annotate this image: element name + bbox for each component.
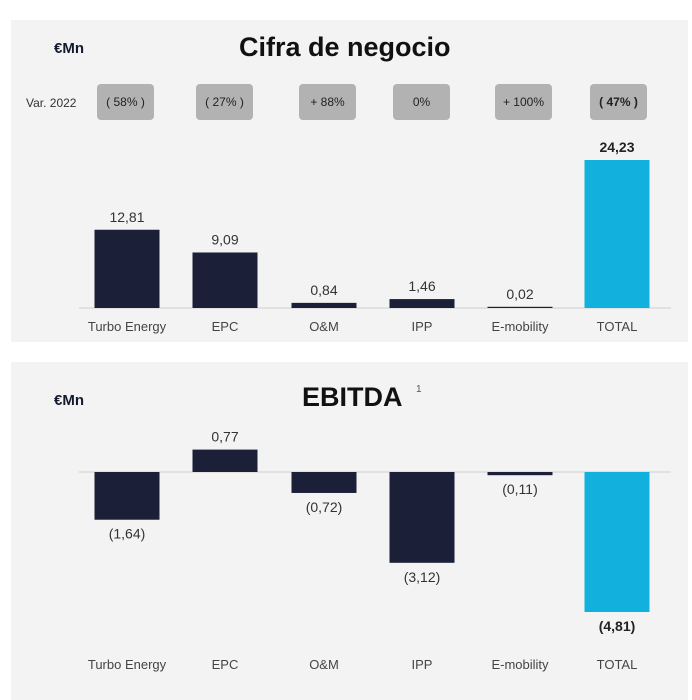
revenue-bar-total bbox=[584, 160, 650, 308]
revenue-bar-chart: 12,81 Turbo Energy 9,09 EPC 0,84 O&M 1,46 IPP 0,… bbox=[79, 139, 671, 334]
ebitda-category-label-epc: EPC bbox=[212, 657, 239, 672]
revenue-value-label-turbo-energy: 12,81 bbox=[109, 209, 144, 225]
ebitda-value-label-turbo-energy: (1,64) bbox=[109, 526, 146, 542]
revenue-value-label-e-mobility: 0,02 bbox=[506, 286, 533, 302]
ebitda-value-label-epc: 0,77 bbox=[211, 429, 238, 445]
revenue-category-label-e-mobility: E-mobility bbox=[491, 319, 549, 334]
revenue-bar-e-mobility bbox=[487, 306, 553, 308]
revenue-bar-turbo-energy bbox=[94, 229, 160, 308]
revenue-category-label-om: O&M bbox=[309, 319, 339, 334]
ebitda-value-label-om: (0,72) bbox=[306, 499, 343, 515]
revenue-chart-panel: €Mn Cifra de negocio Var. 2022 ( 58% ) (… bbox=[11, 20, 688, 342]
ebitda-category-label-e-mobility: E-mobility bbox=[491, 657, 549, 672]
ebitda-category-label-ipp: IPP bbox=[412, 657, 433, 672]
ebitda-unit-label: €Mn bbox=[54, 392, 84, 409]
ebitda-category-label-total: TOTAL bbox=[597, 657, 638, 672]
revenue-category-label-total: TOTAL bbox=[597, 319, 638, 334]
variation-pill-epc: ( 27% ) bbox=[196, 84, 253, 120]
variation-pill-turbo-energy: ( 58% ) bbox=[97, 84, 154, 120]
variation-pill-total: ( 47% ) bbox=[590, 84, 647, 120]
ebitda-bar-turbo-energy bbox=[94, 472, 160, 520]
ebitda-bar-total bbox=[584, 472, 650, 612]
ebitda-value-label-total: (4,81) bbox=[599, 618, 636, 634]
variation-pill-om: + 88% bbox=[299, 84, 356, 120]
revenue-category-label-ipp: IPP bbox=[412, 319, 433, 334]
revenue-value-label-total: 24,23 bbox=[599, 139, 634, 155]
ebitda-chart-title: EBITDA bbox=[302, 382, 403, 412]
revenue-bar-ipp bbox=[389, 299, 455, 308]
revenue-value-label-epc: 9,09 bbox=[211, 231, 238, 247]
variation-pill-e-mobility: + 100% bbox=[495, 84, 552, 120]
revenue-value-label-ipp: 1,46 bbox=[408, 278, 435, 294]
ebitda-bar-e-mobility bbox=[487, 472, 553, 476]
ebitda-value-label-e-mobility: (0,11) bbox=[502, 481, 538, 497]
revenue-unit-label: €Mn bbox=[54, 40, 84, 57]
revenue-bar-om bbox=[291, 302, 357, 308]
ebitda-title-footnote: 1 bbox=[416, 384, 422, 395]
ebitda-category-label-turbo-energy: Turbo Energy bbox=[88, 657, 167, 672]
ebitda-bar-ipp bbox=[389, 472, 455, 563]
ebitda-bar-epc bbox=[192, 449, 258, 472]
ebitda-bar-om bbox=[291, 472, 357, 493]
revenue-chart-title: Cifra de negocio bbox=[239, 32, 451, 62]
revenue-value-label-om: 0,84 bbox=[310, 282, 337, 298]
ebitda-chart-panel: €Mn EBITDA 1 (1,64) Turbo Energy 0,77 EPC (0… bbox=[11, 362, 688, 700]
ebitda-value-label-ipp: (3,12) bbox=[404, 569, 441, 585]
revenue-category-label-turbo-energy: Turbo Energy bbox=[88, 319, 167, 334]
revenue-bar-epc bbox=[192, 252, 258, 308]
variation-row-label: Var. 2022 bbox=[26, 96, 77, 110]
revenue-category-label-epc: EPC bbox=[212, 319, 239, 334]
ebitda-category-label-om: O&M bbox=[309, 657, 339, 672]
variation-pill-ipp: 0% bbox=[393, 84, 450, 120]
ebitda-bar-chart: (1,64) Turbo Energy 0,77 EPC (0,72) O&M (3,12)… bbox=[79, 429, 671, 672]
